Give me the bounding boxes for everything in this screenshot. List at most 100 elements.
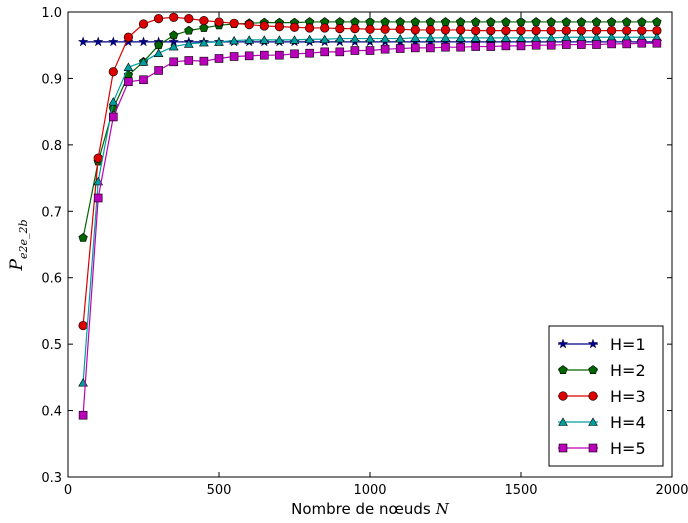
data-point [622, 17, 632, 26]
data-point [275, 50, 284, 60]
data-point [229, 18, 239, 28]
data-point [561, 17, 571, 26]
data-point [93, 176, 104, 186]
x-axis-label-text: Nombre de nœuds [291, 500, 431, 518]
data-point [471, 17, 481, 26]
series-h3 [78, 12, 662, 331]
data-point [78, 410, 88, 420]
data-point [501, 17, 511, 26]
series-h5 [78, 38, 662, 420]
data-point [350, 46, 360, 55]
data-point [652, 38, 662, 48]
data-point [395, 44, 405, 53]
data-point [108, 67, 118, 77]
x-tick-label: 1000 [353, 483, 386, 498]
legend-marker [588, 391, 598, 401]
data-point [199, 37, 209, 47]
data-point [592, 40, 601, 49]
data-point [516, 41, 526, 51]
data-point [320, 23, 330, 33]
data-point [606, 17, 617, 26]
legend-marker [588, 365, 598, 374]
data-point [93, 193, 103, 203]
data-point [501, 33, 511, 42]
y-tick-label: 0.4 [41, 405, 62, 420]
data-point [546, 40, 556, 50]
y-tick-label: 0.6 [41, 272, 62, 287]
legend-marker [587, 338, 599, 349]
data-point [244, 20, 254, 30]
data-point [214, 54, 224, 63]
y-axis-ticks: 0.3 0.4 0.5 0.6 0.7 0.8 0.9 1.0 [41, 6, 672, 486]
data-point [138, 57, 149, 66]
data-point [425, 25, 436, 35]
data-point [576, 17, 587, 26]
data-point [244, 51, 254, 61]
data-point [455, 33, 466, 42]
data-point [380, 33, 390, 43]
legend-marker [588, 417, 598, 426]
x-axis-label-var: N [435, 500, 450, 518]
data-point [78, 320, 88, 331]
data-point [229, 52, 239, 61]
data-point [289, 22, 300, 32]
data-point [637, 38, 647, 48]
data-point [334, 33, 345, 43]
data-point [169, 57, 178, 67]
data-point [289, 35, 300, 44]
data-point [259, 21, 269, 31]
data-point [304, 34, 315, 44]
data-point [516, 33, 526, 42]
y-axis-label: Pe2e_2b [7, 219, 30, 271]
data-point [199, 16, 209, 26]
x-tick-label: 0 [64, 483, 72, 498]
data-point [229, 35, 239, 45]
data-point [305, 48, 314, 58]
data-point [591, 17, 602, 26]
data-point [138, 19, 149, 29]
data-point [199, 56, 209, 66]
data-point [425, 33, 436, 42]
data-point [395, 24, 405, 34]
data-point [365, 46, 375, 55]
data-point [470, 33, 481, 42]
y-axis-label-sub: e2e_2b [17, 219, 30, 259]
data-point [274, 35, 285, 44]
data-point [380, 44, 390, 54]
data-point [319, 34, 330, 44]
data-point [259, 50, 269, 60]
data-point [365, 33, 375, 43]
data-point [124, 77, 133, 87]
y-axis-label-var: P [7, 259, 27, 272]
legend-marker [558, 417, 568, 426]
data-point [169, 30, 179, 40]
data-point [380, 24, 390, 34]
data-point [607, 39, 616, 49]
data-point [350, 24, 360, 34]
data-point [365, 24, 375, 34]
data-point [214, 37, 224, 46]
data-point [169, 12, 179, 22]
y-tick-label: 0.5 [41, 338, 62, 353]
y-tick-label: 0.8 [41, 139, 62, 154]
legend: H=1 H=2 H=3 H=4 H=5 [548, 325, 664, 467]
data-point [516, 17, 526, 26]
x-axis-label: Nombre de nœuds N [291, 500, 450, 518]
data-point [622, 39, 632, 49]
data-point [410, 43, 420, 53]
x-tick-label: 500 [207, 483, 232, 498]
data-point [168, 41, 179, 51]
data-point [410, 25, 420, 35]
legend-label: H=4 [610, 413, 646, 432]
data-point [305, 23, 315, 33]
legend-marker [558, 443, 568, 453]
data-point [531, 17, 541, 26]
x-axis-ticks: 0 500 1000 1500 2000 [64, 12, 688, 498]
legend-label: H=5 [610, 439, 646, 458]
data-point [244, 35, 255, 44]
legend-label: H=3 [610, 387, 646, 406]
data-point [108, 97, 119, 106]
data-point [577, 40, 586, 49]
data-point [138, 36, 149, 47]
